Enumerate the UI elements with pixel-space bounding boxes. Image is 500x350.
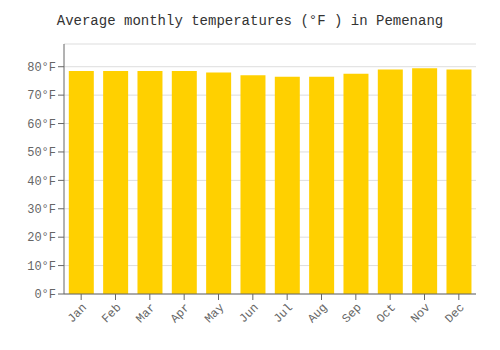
svg-text:Oct: Oct (374, 301, 399, 326)
svg-text:Mar: Mar (134, 301, 159, 326)
svg-text:20°F: 20°F (27, 231, 56, 245)
html-text:Average monthly temperatures (: Average monthly temperatures (°F ) in Pe… (56, 13, 444, 29)
svg-text:70°F: 70°F (27, 89, 56, 103)
svg-text:50°F: 50°F (27, 146, 56, 160)
svg-text:0°F: 0°F (34, 288, 56, 302)
svg-text:May: May (202, 301, 227, 326)
svg-text:Jul: Jul (271, 301, 296, 326)
svg-text:60°F: 60°F (27, 118, 56, 132)
svg-text:30°F: 30°F (27, 203, 56, 217)
svg-text:Feb: Feb (99, 301, 124, 326)
svg-text:Jun: Jun (237, 301, 262, 326)
svg-text:40°F: 40°F (27, 175, 56, 189)
svg-text:Dec: Dec (443, 301, 468, 326)
svg-text:Sep: Sep (340, 301, 365, 326)
svg-text:80°F: 80°F (27, 61, 56, 75)
svg-text:Nov: Nov (408, 301, 433, 326)
svg-text:Jan: Jan (65, 301, 90, 326)
svg-text:Aug: Aug (305, 301, 330, 326)
svg-text:10°F: 10°F (27, 260, 56, 274)
svg-text:Apr: Apr (168, 301, 193, 326)
